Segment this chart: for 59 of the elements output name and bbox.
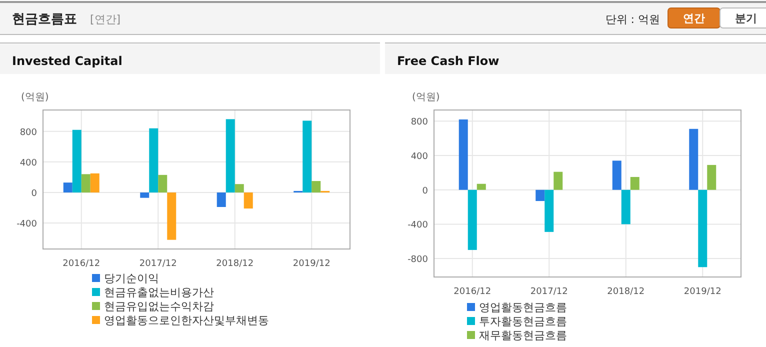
legend-label: 현금유출없는비용가산: [104, 286, 214, 299]
legend-label: 재무활동현금흐름: [479, 329, 567, 342]
y-axis-title: (억원): [21, 92, 49, 103]
bar: [140, 192, 150, 198]
legend-label: 투자활동현금흐름: [479, 315, 567, 328]
bar: [302, 120, 312, 192]
bar: [149, 128, 158, 192]
bar: [234, 184, 244, 192]
bar: [476, 184, 486, 190]
y-tick-label: -800: [408, 255, 428, 266]
bar: [244, 192, 253, 209]
bar: [458, 119, 468, 190]
bar: [468, 190, 477, 250]
x-tick-label: 2018/12: [216, 259, 254, 269]
bar: [63, 182, 72, 192]
y-tick-label: 400: [410, 152, 428, 162]
bar: [707, 164, 716, 190]
x-tick-label: 2019/12: [292, 259, 330, 269]
text: 분기: [735, 12, 757, 25]
legend-label: 당기순이익: [104, 272, 159, 285]
text: [연간]: [90, 13, 121, 26]
chart-title: Invested Capital: [12, 54, 122, 68]
bar: [81, 174, 90, 192]
bar: [630, 176, 640, 190]
x-tick-label: 2017/12: [530, 287, 568, 297]
x-tick-label: 2016/12: [62, 259, 100, 269]
y-tick-label: 800: [410, 118, 428, 128]
x-tick-label: 2018/12: [607, 287, 645, 297]
x-tick-label: 2019/12: [684, 287, 722, 297]
bar: [698, 190, 708, 268]
bar: [216, 192, 226, 207]
legend-label: 현금유입없는수익차감: [104, 300, 214, 313]
text: 연간: [683, 12, 705, 25]
bar: [312, 181, 321, 192]
x-tick-label: 2017/12: [139, 259, 177, 269]
bar: [72, 130, 82, 192]
x-tick-label: 2016/12: [454, 287, 492, 297]
bar: [226, 119, 235, 192]
chart-title: Free Cash Flow: [397, 54, 500, 68]
y-tick-label: -400: [408, 220, 428, 231]
text: 단위 : 억원: [605, 13, 660, 26]
bar: [158, 174, 168, 192]
bar: [544, 190, 554, 232]
y-tick-label: -400: [16, 220, 38, 230]
bar: [90, 173, 100, 192]
y-tick-label: 0: [422, 186, 428, 196]
legend-label: 영업활동현금흐름: [479, 301, 567, 314]
bar: [167, 192, 176, 240]
y-tick-label: 0: [31, 188, 38, 199]
bar: [621, 190, 630, 224]
bar: [689, 128, 698, 190]
y-tick-label: 400: [20, 158, 38, 168]
text: 현금흐름표: [12, 12, 77, 27]
legend-label: 영업활동으로인한자산및부채변동: [104, 314, 269, 327]
bar: [612, 160, 622, 190]
bar: [554, 172, 563, 190]
y-tick-label: 800: [20, 128, 38, 138]
y-axis-title: (억원): [412, 92, 440, 103]
bar: [536, 190, 545, 202]
